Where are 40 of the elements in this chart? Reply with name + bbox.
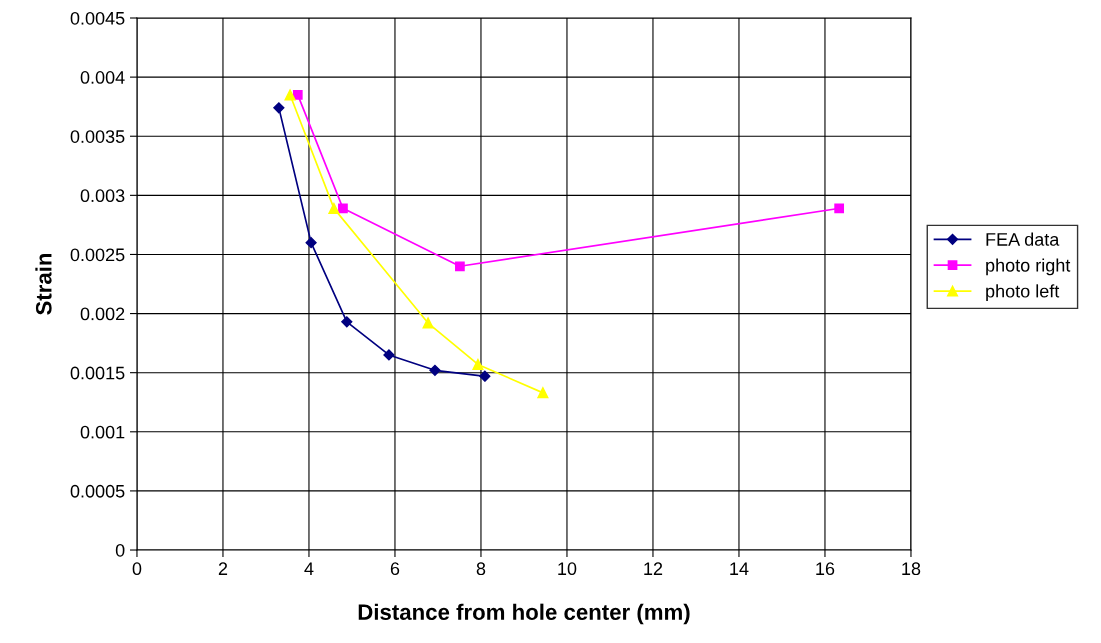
y-tick-label: 0: [115, 543, 125, 557]
y-tick-label: 0.0005: [70, 484, 125, 498]
point: [338, 203, 348, 214]
y-tick-label: 0.0045: [70, 11, 125, 25]
point: [292, 89, 303, 100]
x-tick-label: 2: [218, 562, 228, 575]
y-tick-label: 0.0025: [70, 248, 125, 262]
x-tick-label: 14: [730, 562, 749, 575]
y-axis-title: Strain: [35, 253, 52, 315]
x-tick-label: 10: [558, 562, 577, 576]
x-tick-label: 6: [390, 562, 400, 576]
point: [422, 317, 434, 329]
point: [455, 261, 465, 272]
point: [284, 89, 296, 101]
legend-label: photo right: [986, 258, 1071, 276]
point: [305, 237, 317, 249]
point: [429, 364, 441, 376]
y-tick-label: 0.003: [80, 189, 125, 203]
x-tick-label: 16: [816, 562, 835, 576]
y-tick-label: 0.004: [80, 71, 125, 84]
x-tick-label: 8: [476, 562, 486, 576]
point: [383, 349, 395, 361]
x-tick-label: 0: [132, 562, 142, 576]
point: [328, 202, 340, 214]
x-tick-label: 18: [902, 562, 921, 576]
x-tick-label: 4: [304, 562, 314, 575]
point: [537, 387, 549, 399]
point: [479, 370, 491, 382]
y-tick-label: 0.001: [80, 425, 125, 439]
y-tick-label: 0.002: [80, 307, 125, 321]
legend-label: FEA data: [986, 232, 1060, 246]
point: [472, 358, 484, 370]
x-axis-title: Distance from hole center (mm): [358, 603, 690, 625]
y-tick-label: 0.0015: [70, 366, 125, 380]
legend-label: photo left: [986, 284, 1060, 302]
point: [273, 102, 285, 114]
y-tick-label: 0.0035: [70, 130, 125, 143]
point: [341, 316, 353, 328]
x-tick-label: 12: [644, 562, 663, 575]
point: [834, 203, 845, 214]
